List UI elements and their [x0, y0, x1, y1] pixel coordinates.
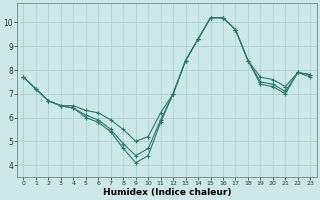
X-axis label: Humidex (Indice chaleur): Humidex (Indice chaleur): [103, 188, 231, 197]
